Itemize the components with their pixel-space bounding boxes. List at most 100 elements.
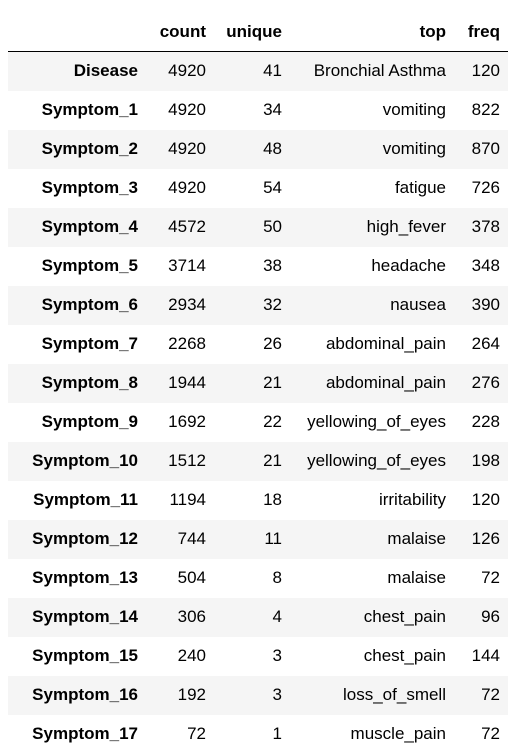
cell-unique: 22	[263, 412, 282, 431]
cell-freq: 228	[471, 412, 500, 431]
cell-count: 2268	[168, 334, 206, 353]
row-index: Symptom_7	[41, 334, 138, 353]
table-row: Symptom_8 1944 21 abdominal_pain 276	[8, 363, 508, 403]
cell-count: 1194	[169, 490, 206, 509]
cell-count: 504	[177, 568, 206, 587]
row-index: Symptom_8	[41, 373, 138, 392]
cell-top: yellowing_of_eyes	[307, 451, 446, 470]
cell-freq: 726	[471, 178, 500, 197]
cell-freq: 198	[471, 451, 500, 470]
table-row: Symptom_17 72 1 muscle_pain 72	[8, 714, 508, 754]
table-row: Symptom_13 504 8 malaise 72	[8, 558, 508, 598]
cell-unique: 32	[263, 295, 282, 314]
cell-freq: 390	[471, 295, 500, 314]
header-row: count unique top freq	[8, 12, 508, 52]
cell-count: 72	[187, 724, 206, 743]
cell-freq: 264	[471, 334, 500, 353]
cell-unique: 34	[263, 100, 282, 119]
cell-count: 1512	[168, 451, 206, 470]
cell-freq: 144	[471, 646, 500, 665]
table-row: Symptom_12 744 11 malaise 126	[8, 519, 508, 559]
cell-count: 744	[177, 529, 206, 548]
cell-count: 4572	[168, 217, 206, 236]
cell-count: 2934	[168, 295, 206, 314]
cell-unique: 26	[263, 334, 282, 353]
cell-top: abdominal_pain	[325, 334, 446, 353]
table-body: Disease 4920 41 Bronchial Asthma 120 Sym…	[8, 51, 508, 754]
cell-top: Bronchial Asthma	[313, 61, 446, 81]
cell-freq: 72	[481, 568, 500, 587]
table-row: Symptom_10 1512 21 yellowing_of_eyes 198	[8, 441, 508, 481]
cell-unique: 8	[272, 568, 282, 587]
row-index: Symptom_4	[41, 217, 138, 236]
table-row: Symptom_9 1692 22 yellowing_of_eyes 228	[8, 402, 508, 442]
row-index: Symptom_3	[41, 178, 138, 197]
row-index: Symptom_10	[32, 451, 138, 470]
cell-top: muscle_pain	[350, 724, 446, 743]
table-row: Symptom_1 4920 34 vomiting 822	[8, 90, 508, 130]
row-index: Symptom_1	[41, 100, 138, 119]
cell-top: nausea	[390, 295, 446, 314]
row-index: Symptom_16	[32, 685, 138, 704]
column-header-count: count	[146, 12, 214, 52]
table-row: Symptom_7 2268 26 abdominal_pain 264	[8, 324, 508, 364]
cell-freq: 120	[471, 490, 500, 509]
table-row: Disease 4920 41 Bronchial Asthma 120	[8, 51, 508, 91]
row-index: Symptom_2	[41, 139, 138, 158]
row-index: Symptom_15	[32, 646, 138, 665]
cell-freq: 378	[471, 217, 500, 236]
cell-unique: 41	[263, 61, 282, 81]
column-header-freq: freq	[454, 12, 508, 52]
describe-table: count unique top freq Disease 4920 41 Br…	[8, 12, 508, 754]
cell-count: 4920	[168, 139, 206, 158]
cell-top: fatigue	[394, 178, 446, 197]
cell-unique: 21	[263, 373, 282, 392]
table-header: count unique top freq	[8, 12, 508, 52]
cell-freq: 126	[471, 529, 500, 548]
cell-top: abdominal_pain	[325, 373, 446, 392]
cell-freq: 276	[471, 373, 500, 392]
cell-unique: 11	[264, 529, 282, 548]
cell-top: yellowing_of_eyes	[307, 412, 446, 431]
cell-top: chest_pain	[363, 607, 446, 626]
cell-top: irritability	[378, 490, 446, 509]
cell-unique: 3	[272, 685, 282, 704]
cell-top: malaise	[387, 568, 446, 587]
cell-top: loss_of_smell	[343, 685, 446, 704]
row-index: Symptom_12	[32, 529, 138, 548]
cell-unique: 18	[263, 490, 282, 509]
cell-freq: 96	[481, 607, 500, 626]
cell-unique: 48	[263, 139, 282, 158]
cell-count: 240	[177, 646, 206, 665]
cell-freq: 348	[471, 256, 500, 275]
table-row: Symptom_16 192 3 loss_of_smell 72	[8, 675, 508, 715]
cell-unique: 54	[263, 178, 282, 197]
cell-freq: 72	[481, 724, 500, 743]
cell-freq: 72	[481, 685, 500, 704]
cell-top: high_fever	[366, 217, 446, 236]
row-index: Symptom_11	[33, 490, 138, 509]
row-index: Symptom_13	[32, 568, 138, 587]
index-header	[8, 12, 146, 52]
cell-top: vomiting	[382, 139, 446, 158]
cell-unique: 38	[263, 256, 282, 275]
cell-unique: 1	[272, 724, 282, 743]
table-row: Symptom_4 4572 50 high_fever 378	[8, 207, 508, 247]
cell-count: 1944	[168, 373, 206, 392]
column-header-unique: unique	[214, 12, 290, 52]
cell-count: 1692	[168, 412, 206, 431]
cell-unique: 50	[263, 217, 282, 236]
table-row: Symptom_3 4920 54 fatigue 726	[8, 168, 508, 208]
cell-unique: 4	[272, 607, 282, 626]
column-header-top: top	[290, 12, 454, 52]
row-index: Symptom_9	[41, 412, 138, 431]
cell-unique: 21	[263, 451, 282, 470]
cell-count: 192	[177, 685, 206, 704]
cell-top: headache	[371, 256, 446, 275]
cell-count: 306	[177, 607, 206, 626]
row-index: Disease	[73, 61, 138, 81]
cell-top: malaise	[387, 529, 446, 548]
cell-freq: 870	[471, 139, 500, 158]
table-row: Symptom_2 4920 48 vomiting 870	[8, 129, 508, 169]
row-index: Symptom_14	[32, 607, 138, 626]
